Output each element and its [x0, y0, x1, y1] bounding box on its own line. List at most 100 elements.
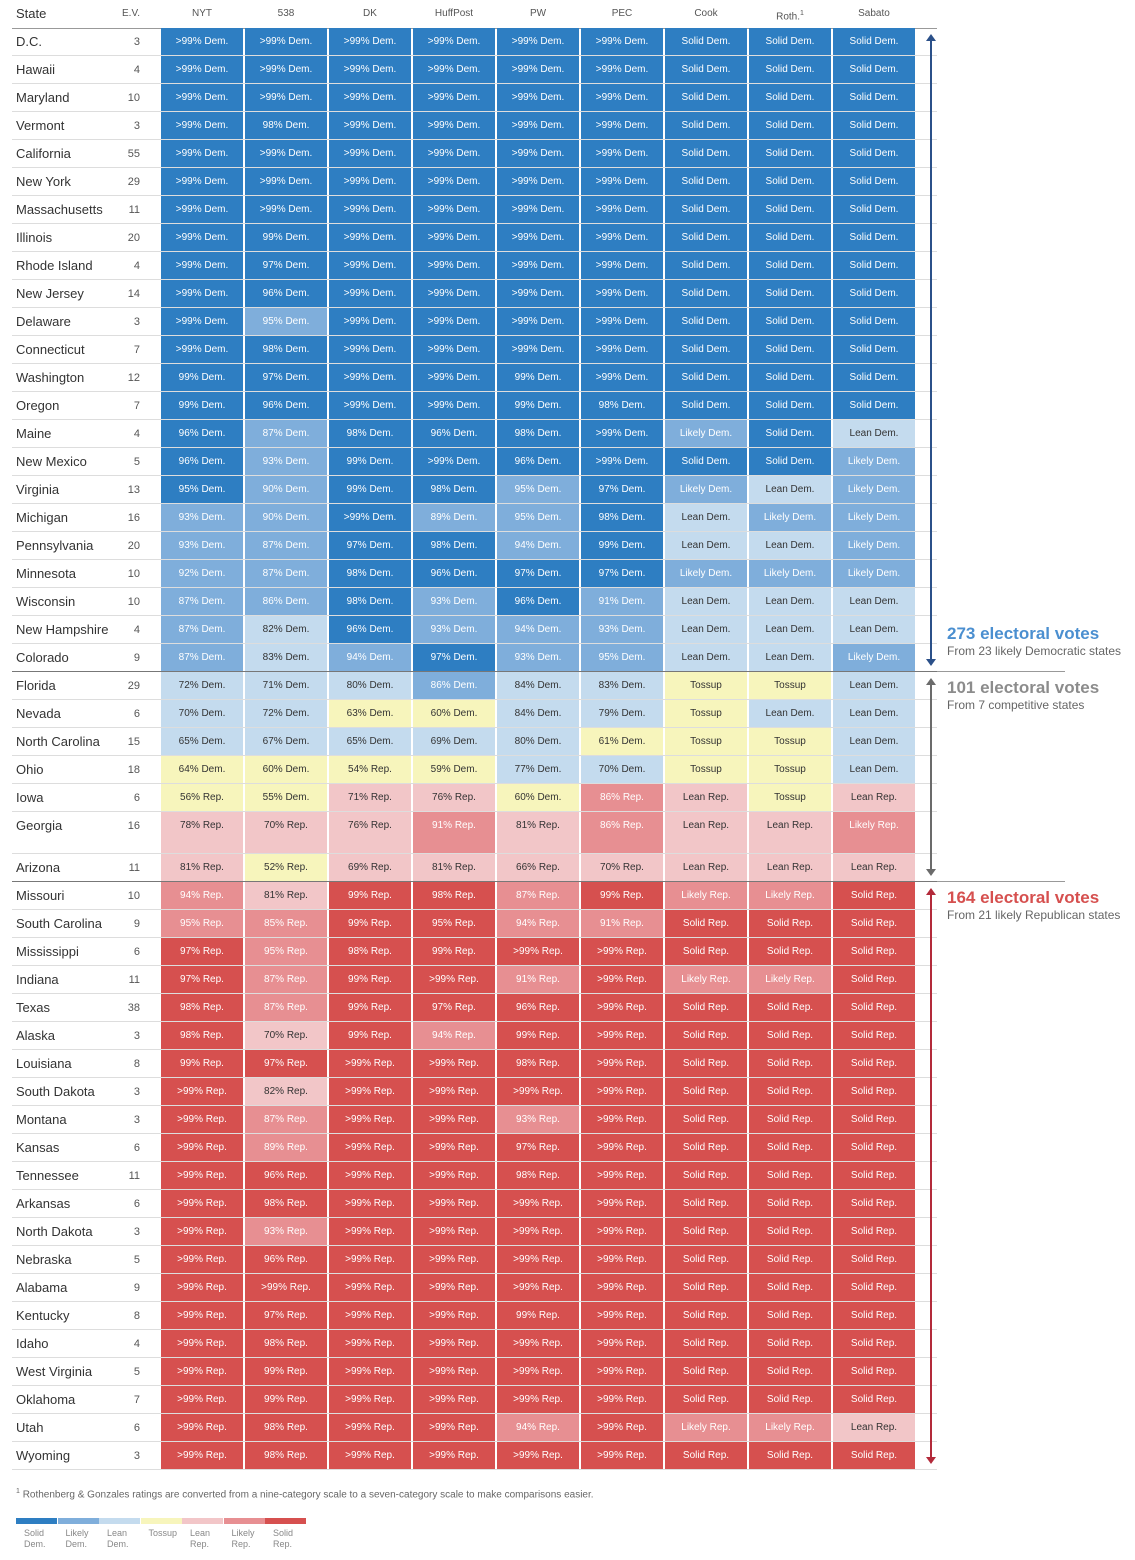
table-row: Utah 6 >99% Rep. 98% Rep. >99% Rep. >99% Rep.… — [12, 1414, 937, 1442]
rating-cell: >99% Rep. — [161, 1442, 243, 1469]
rating-cell: Solid Rep. — [749, 1218, 831, 1245]
rating-cell: Solid Rep. — [749, 1358, 831, 1385]
arrow-down-icon — [926, 659, 936, 666]
table-row: West Virginia 5 >99% Rep. 99% Rep. >99% Rep.… — [12, 1358, 937, 1386]
table-row: Oklahoma 7 >99% Rep. 99% Rep. >99% Rep. >99% … — [12, 1386, 937, 1414]
state-name: West Virginia — [16, 1364, 93, 1379]
rating-cell: Solid Dem. — [749, 448, 831, 475]
table-row: Alabama 9 >99% Rep. >99% Rep. >99% Rep. >99% … — [12, 1274, 937, 1302]
table-row: Hawaii 4 >99% Dem. >99% Dem. >99% Dem. >99% D… — [12, 56, 937, 84]
rating-cell: 81% Rep. — [245, 882, 327, 909]
electoral-votes: 3 — [133, 36, 140, 48]
legend-label-line: Rep. — [273, 1539, 293, 1549]
rating-cell: 94% Rep. — [161, 882, 243, 909]
electoral-votes: 8 — [133, 1058, 140, 1070]
state-name: Wisconsin — [16, 594, 76, 609]
table-row: Florida 29 72% Dem. 71% Dem. 80% Dem. 86% Dem… — [12, 672, 937, 700]
electoral-votes: 11 — [128, 204, 140, 216]
rating-cell: 60% Dem. — [497, 784, 579, 811]
rating-cell: 98% Dem. — [413, 532, 495, 559]
rating-cell: >99% Dem. — [413, 56, 495, 83]
rating-cell: >99% Dem. — [413, 84, 495, 111]
electoral-votes: 7 — [133, 400, 140, 412]
legend-item-sr: Solid Rep. — [265, 1518, 306, 1550]
rating-cell: Solid Rep. — [833, 966, 915, 993]
rating-cell: 94% Dem. — [497, 532, 579, 559]
legend-label-line: Tossup — [148, 1528, 178, 1538]
rating-cell: Tossup — [749, 784, 831, 811]
summary-title-rep: 164 electoral votes — [947, 888, 1100, 907]
rating-cell: 81% Rep. — [497, 812, 579, 853]
rating-cell: >99% Rep. — [413, 966, 495, 993]
rating-cell: Solid Rep. — [665, 1386, 747, 1413]
rating-cell: Solid Dem. — [833, 140, 915, 167]
rating-cell: 60% Dem. — [413, 700, 495, 727]
rating-cell: Solid Dem. — [665, 56, 747, 83]
table-row: Arkansas 6 >99% Rep. 98% Rep. >99% Rep. >99% … — [12, 1190, 937, 1218]
rating-cell: >99% Rep. — [413, 1134, 495, 1161]
footnote-marker: 1 — [16, 1488, 20, 1495]
rating-cell: 82% Rep. — [245, 1078, 327, 1105]
state-name: Montana — [16, 1112, 67, 1127]
rating-cell: 99% Rep. — [329, 882, 411, 909]
rating-cell: >99% Dem. — [497, 336, 579, 363]
rating-cell: >99% Dem. — [245, 168, 327, 195]
rating-cell: Solid Rep. — [749, 1246, 831, 1273]
legend-label: Lean Rep. — [182, 1528, 223, 1550]
legend-label-line: Solid — [273, 1528, 294, 1538]
rating-cell: Solid Dem. — [833, 252, 915, 279]
state-name: Massachusetts — [16, 202, 103, 217]
rating-cell: >99% Dem. — [497, 140, 579, 167]
rating-cell: >99% Rep. — [413, 1414, 495, 1441]
source-header-pw: PW — [529, 8, 547, 19]
rating-cell: >99% Dem. — [413, 112, 495, 139]
rating-cell: >99% Rep. — [581, 1078, 663, 1105]
rating-cell: >99% Rep. — [497, 1218, 579, 1245]
rating-cell: 99% Dem. — [161, 364, 243, 391]
rating-cell: >99% Rep. — [161, 1106, 243, 1133]
rating-cell: 81% Rep. — [161, 854, 243, 881]
summary-subtitle-dem: From 23 likely Democratic states — [947, 644, 1122, 658]
rating-cell: >99% Rep. — [497, 1386, 579, 1413]
rating-cell: Solid Dem. — [833, 336, 915, 363]
rating-cell: 69% Rep. — [329, 854, 411, 881]
rating-cell: >99% Rep. — [161, 1190, 243, 1217]
rating-cell: 96% Dem. — [329, 616, 411, 643]
footnote-text: Rothenberg & Gonzales ratings are conver… — [22, 1489, 594, 1501]
ev-column-header: E.V. — [122, 8, 140, 19]
electoral-votes: 13 — [127, 484, 140, 496]
state-name: Minnesota — [16, 566, 76, 581]
rating-cell: Solid Rep. — [833, 938, 915, 965]
rating-cell: >99% Dem. — [245, 140, 327, 167]
rating-cell: >99% Rep. — [161, 1330, 243, 1357]
summary-divider — [937, 881, 1065, 882]
rating-cell: Solid Rep. — [833, 1330, 915, 1357]
rating-cell: Solid Rep. — [833, 1078, 915, 1105]
rating-cell: Tossup — [749, 756, 831, 783]
electoral-votes: 15 — [127, 736, 140, 748]
rating-cell: 70% Dem. — [581, 756, 663, 783]
rating-cell: 96% Dem. — [497, 448, 579, 475]
rating-cell: Solid Rep. — [833, 1106, 915, 1133]
table-row: New Jersey 14 >99% Dem. 96% Dem. >99% Dem. >9… — [12, 280, 937, 308]
rating-cell: Solid Dem. — [665, 448, 747, 475]
legend-swatch — [182, 1518, 223, 1524]
rating-cell: 90% Dem. — [245, 476, 327, 503]
rating-cell: 95% Rep. — [161, 910, 243, 937]
rating-cell: Likely Dem. — [833, 476, 915, 503]
rating-cell: Solid Rep. — [665, 1302, 747, 1329]
electoral-votes: 55 — [127, 148, 140, 160]
rating-cell: >99% Rep. — [413, 1190, 495, 1217]
state-column-header: State — [16, 6, 47, 21]
rating-cell: Solid Dem. — [749, 392, 831, 419]
rating-cell: Solid Dem. — [749, 196, 831, 223]
rating-cell: >99% Dem. — [161, 308, 243, 335]
rating-cell: Tossup — [749, 672, 831, 699]
rating-cell: 97% Dem. — [497, 560, 579, 587]
rating-cell: 65% Dem. — [329, 728, 411, 755]
state-name: Maryland — [16, 90, 70, 105]
rating-cell: >99% Dem. — [581, 84, 663, 111]
rating-cell: >99% Rep. — [581, 1246, 663, 1273]
state-name: Hawaii — [16, 62, 56, 77]
rating-cell: >99% Rep. — [161, 1358, 243, 1385]
